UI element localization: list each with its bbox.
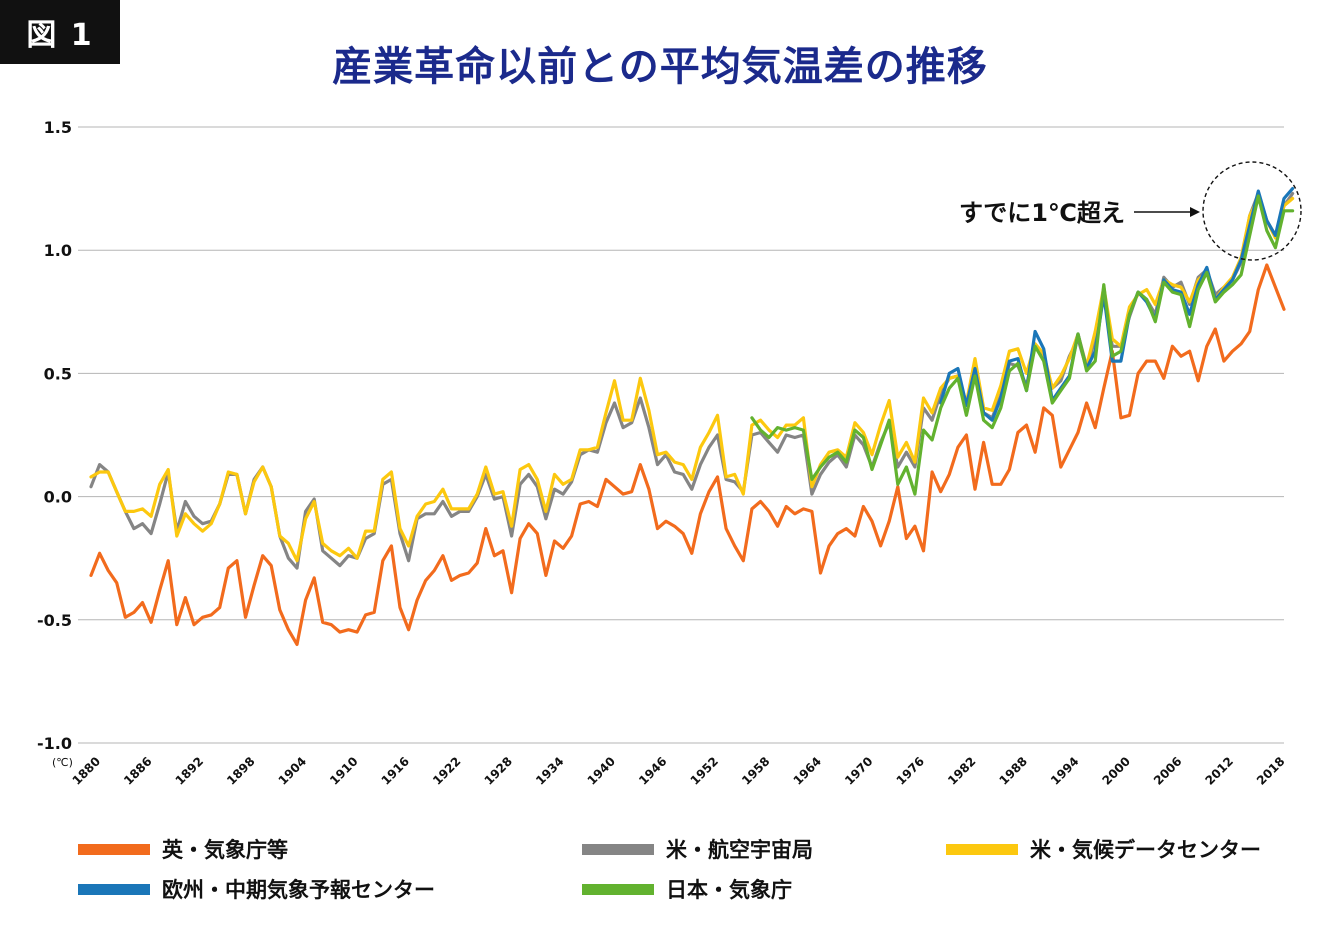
x-tick-label: 1982 xyxy=(945,754,979,788)
series-line-4 xyxy=(750,194,1295,496)
x-tick-label: 1940 xyxy=(585,754,619,788)
x-tick-label: 1910 xyxy=(327,754,361,788)
x-tick-label: 1886 xyxy=(121,754,155,788)
y-tick-label: -0.5 xyxy=(37,611,72,630)
x-axis-tick-labels: 1880 1886 1892 1898 1904 1910 1916 1922 1928 1934… xyxy=(70,754,1288,788)
legend-swatch xyxy=(78,883,150,895)
legend-swatch xyxy=(78,843,150,855)
legend-item-noaa: 米・気候データセンター xyxy=(946,834,1261,864)
x-tick-label: 2006 xyxy=(1151,754,1185,788)
chart-title: 産業革命以前との平均気温差の推移 xyxy=(332,44,988,90)
y-tick-label: -1.0 xyxy=(37,734,72,753)
legend-swatch xyxy=(582,883,654,895)
x-tick-label: 1976 xyxy=(894,754,928,788)
y-axis-unit-label: (℃) xyxy=(52,756,73,769)
x-tick-label: 1904 xyxy=(276,754,310,788)
figure-label: 図 1 xyxy=(0,0,120,64)
x-tick-label: 2000 xyxy=(1100,754,1134,788)
x-tick-label: 1892 xyxy=(173,754,207,788)
y-tick-label: 0.0 xyxy=(44,488,72,507)
legend: 英・気象庁等 米・航空宇宙局 米・気候データセンター 欧州・中期気象予報センター… xyxy=(0,826,1320,926)
legend-label: 日本・気象庁 xyxy=(666,878,792,902)
x-tick-label: 2018 xyxy=(1254,754,1288,788)
x-tick-label: 1952 xyxy=(688,754,722,788)
x-tick-label: 1898 xyxy=(224,754,258,788)
x-tick-label: 1958 xyxy=(739,754,773,788)
y-tick-label: 0.5 xyxy=(44,364,72,383)
x-tick-label: 1880 xyxy=(70,754,104,788)
legend-swatch xyxy=(946,843,1018,855)
data-series xyxy=(89,187,1295,647)
legend-item-jma: 日本・気象庁 xyxy=(582,874,792,904)
y-axis-tick-labels: 1.5 1.0 0.5 0.0 -0.5 -1.0 xyxy=(37,118,72,753)
series-line-1 xyxy=(89,191,1295,570)
x-tick-label: 1946 xyxy=(636,754,670,788)
legend-label: 欧州・中期気象予報センター xyxy=(162,878,435,902)
x-tick-label: 1994 xyxy=(1048,754,1082,788)
annotation-text: すでに1℃超え xyxy=(959,199,1125,227)
legend-label: 英・気象庁等 xyxy=(162,838,288,862)
legend-label: 米・気候データセンター xyxy=(1030,838,1261,862)
x-tick-label: 1934 xyxy=(533,754,567,788)
legend-item-uk-met-office: 英・気象庁等 xyxy=(78,834,288,864)
x-tick-label: 2012 xyxy=(1203,754,1237,788)
legend-item-ecmwf: 欧州・中期気象予報センター xyxy=(78,874,435,904)
legend-label: 米・航空宇宙局 xyxy=(666,838,813,862)
x-tick-label: 1964 xyxy=(791,754,825,788)
annotation-arrow-head xyxy=(1190,207,1200,217)
series-line-2 xyxy=(89,196,1295,563)
x-tick-label: 1928 xyxy=(482,754,516,788)
grid-lines xyxy=(78,126,1284,744)
legend-item-nasa: 米・航空宇宙局 xyxy=(582,834,813,864)
x-tick-label: 1916 xyxy=(379,754,413,788)
x-tick-label: 1988 xyxy=(997,754,1031,788)
annotation-group: すでに1℃超え xyxy=(959,161,1302,261)
y-tick-label: 1.5 xyxy=(44,118,72,137)
series-line-3 xyxy=(939,187,1295,422)
x-tick-label: 1970 xyxy=(842,754,876,788)
legend-swatch xyxy=(582,843,654,855)
series-line-0 xyxy=(89,263,1286,647)
y-tick-label: 1.0 xyxy=(44,241,72,260)
highlight-circle xyxy=(1202,161,1302,261)
x-tick-label: 1922 xyxy=(430,754,464,788)
